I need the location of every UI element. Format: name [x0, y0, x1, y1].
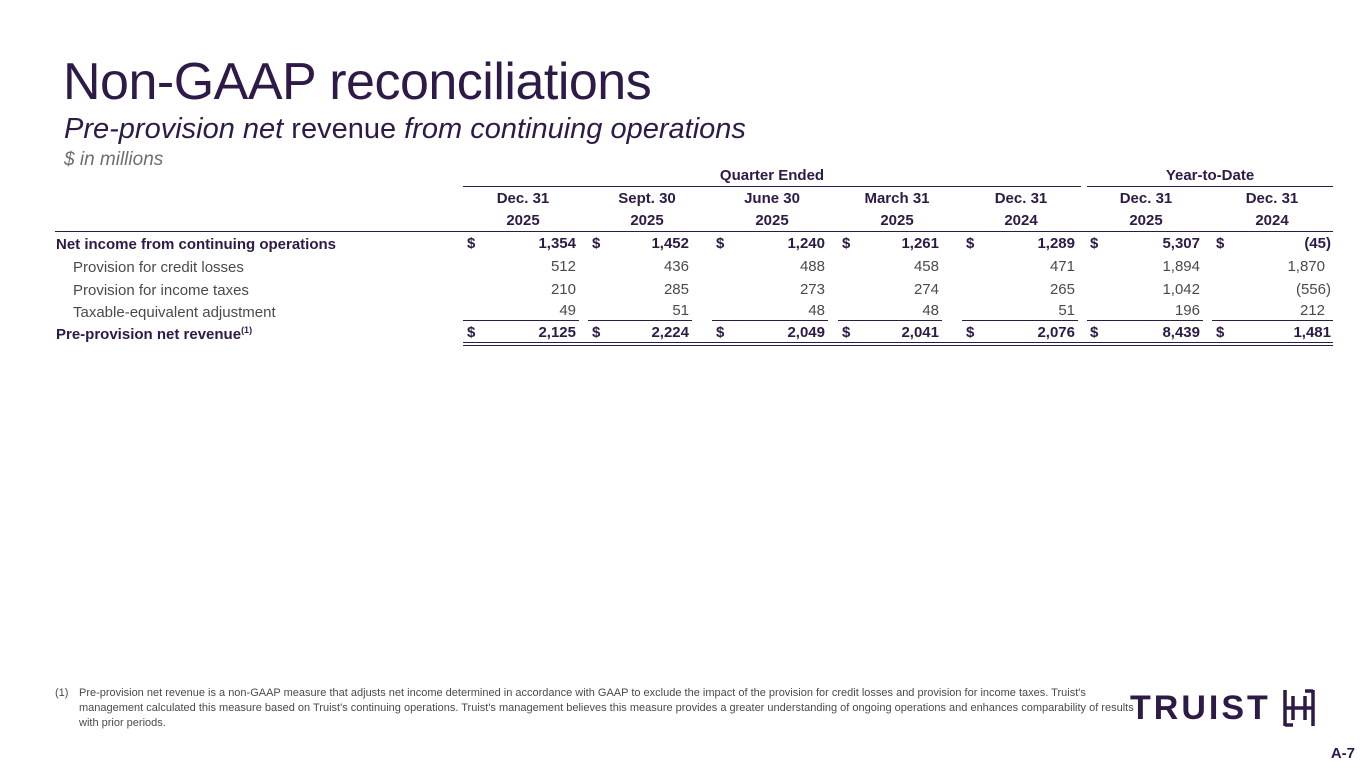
group-header-ytd: Year-to-Date — [1165, 167, 1255, 184]
cell-value: 49 — [559, 302, 576, 319]
cell-value: 1,870 — [1287, 258, 1325, 275]
subtotal-line — [1087, 320, 1203, 321]
column-header: Dec. 31 — [496, 190, 550, 207]
cell-value: 2,041 — [901, 324, 939, 341]
subtotal-line — [463, 320, 579, 321]
truist-logo: TRUIST — [1130, 688, 1319, 728]
cell-value: 265 — [1049, 281, 1075, 298]
cell-value: 1,481 — [1293, 324, 1331, 341]
cell-value: 2,125 — [538, 324, 576, 341]
cell-value: 1,289 — [1037, 235, 1075, 252]
column-header-year: 2025 — [880, 212, 914, 229]
table-row-label: Provision for credit losses — [73, 259, 244, 276]
table-row-label: Pre-provision net revenue(1) — [56, 325, 252, 343]
page-subtitle: Pre-provision net revenue from continuin… — [64, 113, 746, 146]
column-header-year: 2024 — [1004, 212, 1038, 229]
cell-value: 274 — [913, 281, 939, 298]
cell-value: 212 — [1299, 302, 1325, 319]
group-header-quarter: Quarter Ended — [719, 167, 825, 184]
currency-symbol: $ — [1090, 324, 1099, 341]
currency-symbol: $ — [592, 235, 601, 252]
currency-symbol: $ — [1216, 324, 1225, 341]
truist-monogram-icon — [1279, 688, 1319, 728]
column-header-year: 2025 — [506, 212, 540, 229]
column-header-year: 2025 — [755, 212, 789, 229]
cell-value: 273 — [799, 281, 825, 298]
cell-value: 2,224 — [651, 324, 689, 341]
cell-value: (556) — [1295, 281, 1331, 298]
currency-symbol: $ — [966, 235, 975, 252]
logo-text: TRUIST — [1130, 688, 1271, 727]
column-header: Dec. 31 — [994, 190, 1048, 207]
header-rule — [55, 231, 1333, 232]
cell-value: 1,452 — [651, 235, 689, 252]
cell-value: 2,049 — [787, 324, 825, 341]
subtitle-part-c: from continuing operations — [404, 113, 746, 145]
cell-value: 471 — [1049, 258, 1075, 275]
table-row-label: Taxable-equivalent adjustment — [73, 304, 276, 321]
column-header: June 30 — [744, 190, 800, 207]
cell-value: 5,307 — [1162, 235, 1200, 252]
currency-symbol: $ — [1216, 235, 1225, 252]
subtotal-line — [838, 320, 942, 321]
subtotal-line — [588, 320, 692, 321]
cell-value: 488 — [799, 258, 825, 275]
cell-value: 210 — [550, 281, 576, 298]
subtotal-line — [712, 320, 828, 321]
cell-value: 512 — [550, 258, 576, 275]
currency-symbol: $ — [592, 324, 601, 341]
cell-value: (45) — [1304, 235, 1331, 252]
cell-value: 2,076 — [1037, 324, 1075, 341]
cell-value: 1,894 — [1162, 258, 1200, 275]
table-row-label: Net income from continuing operations — [56, 236, 337, 253]
subtotal-line — [1212, 320, 1333, 321]
cell-value: 8,439 — [1162, 324, 1200, 341]
cell-value: 1,240 — [787, 235, 825, 252]
currency-symbol: $ — [1090, 235, 1099, 252]
currency-symbol: $ — [842, 235, 851, 252]
footnote-text: Pre-provision net revenue is a non-GAAP … — [79, 687, 1134, 729]
currency-symbol: $ — [842, 324, 851, 341]
currency-symbol: $ — [467, 235, 476, 252]
column-header: March 31 — [864, 190, 930, 207]
cell-value: 1,354 — [538, 235, 576, 252]
currency-symbol: $ — [716, 235, 725, 252]
subtitle-part-b: revenue — [291, 113, 397, 145]
page-title: Non-GAAP reconciliations — [63, 53, 652, 111]
column-header-year: 2025 — [630, 212, 664, 229]
cell-value: 458 — [913, 258, 939, 275]
column-header-year: 2025 — [1129, 212, 1163, 229]
cell-value: 1,042 — [1162, 281, 1200, 298]
column-header-year: 2024 — [1255, 212, 1289, 229]
currency-symbol: $ — [716, 324, 725, 341]
total-label: Pre-provision net revenue — [56, 326, 242, 343]
cell-value: 51 — [1058, 302, 1075, 319]
cell-value: 48 — [808, 302, 825, 319]
subtotal-line — [962, 320, 1078, 321]
footnote-ref: (1) — [241, 325, 253, 335]
total-double-line — [463, 342, 1333, 343]
group-header-ytd-line — [1087, 186, 1333, 187]
cell-value: 285 — [663, 281, 689, 298]
column-header: Sept. 30 — [618, 190, 676, 207]
footnote-mark: (1) — [55, 687, 69, 699]
cell-value: 48 — [922, 302, 939, 319]
currency-symbol: $ — [467, 324, 476, 341]
total-double-line — [463, 345, 1333, 346]
footnote: (1) Pre-provision net revenue is a non-G… — [55, 686, 1145, 731]
group-header-quarter-line — [463, 186, 1081, 187]
cell-value: 196 — [1174, 302, 1200, 319]
subtitle-part-a: Pre-provision net — [64, 113, 284, 145]
table-row-label: Provision for income taxes — [73, 282, 249, 299]
column-header: Dec. 31 — [1119, 190, 1173, 207]
page-number: A-7 — [1330, 745, 1355, 762]
column-header: Dec. 31 — [1245, 190, 1299, 207]
cell-value: 51 — [672, 302, 689, 319]
units-label: $ in millions — [64, 149, 164, 170]
currency-symbol: $ — [966, 324, 975, 341]
cell-value: 436 — [663, 258, 689, 275]
cell-value: 1,261 — [901, 235, 939, 252]
